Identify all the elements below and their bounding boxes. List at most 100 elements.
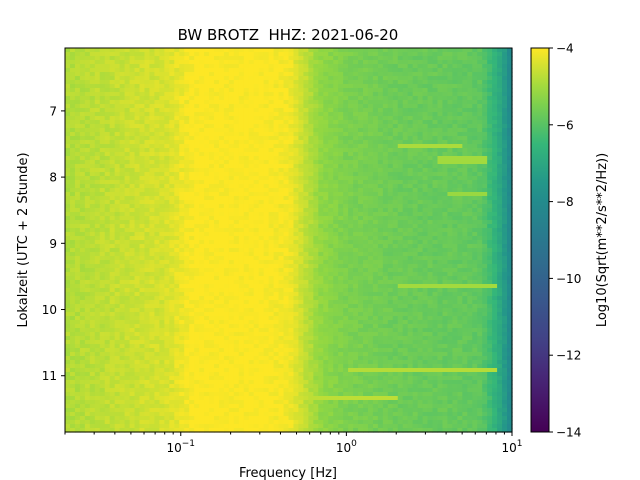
heatmap-cell — [358, 256, 364, 261]
heatmap-cell — [204, 112, 210, 117]
heatmap-cell — [437, 112, 444, 117]
heatmap-cell — [184, 260, 190, 265]
heatmap-cell — [114, 220, 121, 225]
heatmap-cell — [119, 260, 126, 265]
heatmap-cell — [223, 264, 230, 269]
heatmap-cell — [407, 232, 414, 237]
heatmap-cell — [94, 216, 101, 221]
heatmap-cell — [323, 52, 329, 57]
heatmap-cell — [437, 176, 444, 181]
heatmap-cell — [288, 264, 295, 269]
heatmap-cell — [74, 152, 81, 157]
heatmap-cell — [273, 144, 280, 149]
heatmap-cell — [214, 208, 220, 213]
heatmap-cell — [412, 84, 419, 89]
heatmap-cell — [372, 236, 379, 241]
heatmap-cell — [243, 220, 250, 225]
heatmap-cell — [442, 128, 449, 133]
heatmap-cell — [387, 176, 394, 181]
heatmap-cell — [89, 64, 96, 69]
heatmap-cell — [412, 148, 419, 153]
heatmap-cell — [104, 120, 111, 125]
heatmap-cell — [144, 188, 151, 193]
heatmap-cell — [169, 68, 175, 73]
heatmap-cell — [367, 216, 374, 221]
heatmap-cell — [233, 156, 240, 161]
heatmap-cell — [382, 164, 389, 169]
heatmap-cell — [159, 248, 165, 253]
heatmap-cell — [184, 144, 190, 149]
heatmap-cell — [467, 232, 473, 237]
heatmap-cell — [452, 116, 458, 121]
heatmap-cell — [243, 236, 250, 241]
heatmap-cell — [263, 196, 270, 201]
heatmap-cell — [189, 144, 195, 149]
heatmap-cell — [109, 192, 116, 197]
heatmap-cell — [308, 148, 314, 153]
heatmap-cell — [367, 260, 374, 265]
heatmap-cell — [174, 268, 180, 273]
heatmap-cell — [412, 244, 419, 249]
heatmap-cell — [268, 216, 275, 221]
heatmap-cell — [432, 80, 439, 85]
heatmap-cell — [69, 56, 76, 61]
heatmap-cell — [159, 68, 165, 73]
heatmap-cell — [333, 260, 339, 265]
heatmap-cell — [94, 120, 101, 125]
heatmap-cell — [472, 156, 478, 161]
heatmap-cell — [139, 256, 146, 261]
heatmap-cell — [382, 160, 389, 165]
heatmap-cell — [179, 172, 185, 177]
heatmap-cell — [328, 176, 334, 181]
heatmap-cell — [407, 208, 414, 213]
heatmap-cell — [377, 232, 384, 237]
heatmap-cell — [477, 144, 483, 149]
heatmap-cell — [462, 120, 468, 125]
heatmap-cell — [209, 176, 215, 181]
heatmap-cell — [218, 228, 225, 233]
heatmap-cell — [184, 76, 190, 81]
heatmap-cell — [238, 76, 245, 81]
heatmap-cell — [457, 252, 463, 257]
heatmap-cell — [442, 176, 449, 181]
heatmap-cell — [412, 160, 419, 165]
heatmap-cell — [442, 48, 449, 53]
heatmap-cell — [367, 232, 374, 237]
heatmap-cell — [462, 192, 468, 197]
heatmap-cell — [343, 116, 349, 121]
heatmap-cell — [353, 192, 359, 197]
heatmap-cell — [288, 204, 295, 209]
heatmap-cell — [273, 76, 280, 81]
heatmap-cell — [303, 200, 309, 205]
heatmap-cell — [144, 68, 151, 73]
heatmap-cell — [338, 144, 344, 149]
heatmap-cell — [218, 132, 225, 137]
heatmap-cell — [402, 124, 409, 129]
heatmap-cell — [124, 188, 131, 193]
heatmap-cell — [119, 240, 126, 245]
heatmap-cell — [164, 152, 170, 157]
heatmap-cell — [387, 116, 394, 121]
heatmap-cell — [99, 168, 106, 173]
heatmap-cell — [447, 212, 453, 217]
heatmap-cell — [223, 188, 230, 193]
heatmap-cell — [169, 56, 175, 61]
heatmap-cell — [462, 252, 468, 257]
heatmap-cell — [348, 216, 354, 221]
heatmap-cell — [248, 200, 255, 205]
heatmap-cell — [422, 84, 429, 89]
heatmap-cell — [288, 116, 295, 121]
heatmap-cell — [437, 144, 444, 149]
heatmap-cell — [477, 172, 483, 177]
heatmap-cell — [129, 236, 136, 241]
heatmap-cell — [84, 56, 91, 61]
heatmap-cell — [417, 232, 424, 237]
heatmap-cell — [69, 136, 76, 141]
heatmap-cell — [119, 152, 126, 157]
heatmap-cell — [209, 200, 215, 205]
heatmap-cell — [392, 252, 399, 257]
heatmap-cell — [477, 184, 483, 189]
heatmap-cell — [184, 264, 190, 269]
heatmap-cell — [144, 96, 151, 101]
heatmap-cell — [457, 212, 463, 217]
